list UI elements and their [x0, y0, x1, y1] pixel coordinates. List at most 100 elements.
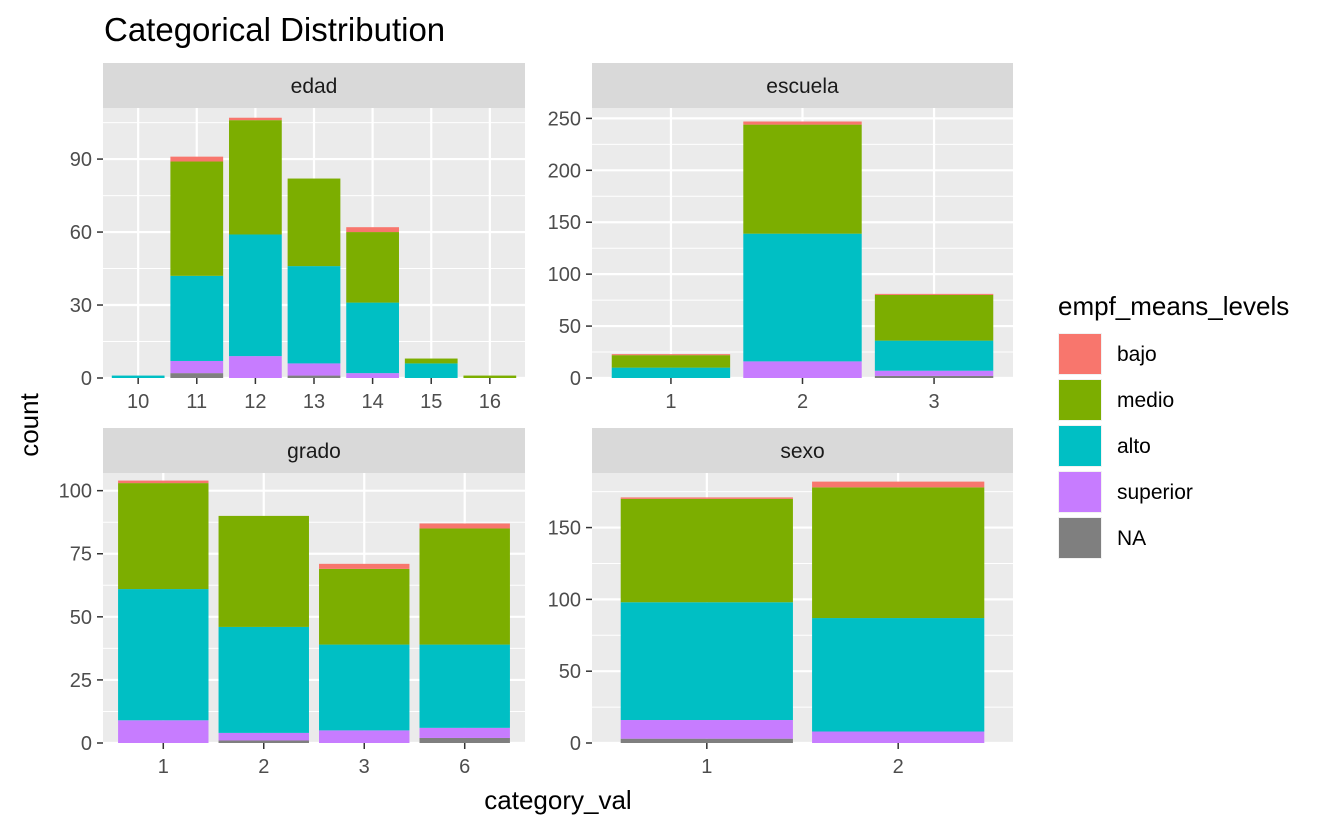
facet-label: escuela — [766, 75, 839, 98]
bar-segment-edad-11-alto — [170, 275, 224, 361]
y-tick-label: 90 — [70, 149, 92, 171]
bar-segment-sexo-2-superior — [812, 731, 985, 743]
bar-segment-escuela-2-alto — [743, 233, 862, 362]
bar-segment-sexo-1-superior — [620, 720, 793, 739]
bar-segment-edad-13-alto — [287, 266, 341, 364]
y-tick-label: 50 — [559, 316, 581, 338]
bar-segment-edad-16-medio — [463, 375, 517, 378]
x-tick-label: 6 — [459, 756, 470, 778]
facet-strip — [103, 428, 525, 473]
bar-segment-escuela-2-superior — [743, 361, 862, 378]
bar-segment-edad-11-superior — [170, 360, 224, 374]
y-tick-label: 250 — [548, 108, 581, 130]
facet-label: grado — [287, 440, 341, 463]
legend-swatch — [1059, 472, 1101, 512]
bar-segment-grado-6-medio — [419, 528, 510, 645]
legend-title: empf_means_levels — [1058, 291, 1289, 321]
bar-segment-edad-14-bajo — [346, 227, 399, 233]
x-axis-title: category_val — [484, 785, 631, 815]
bar-segment-edad-11-bajo — [170, 156, 224, 162]
y-tick-label: 200 — [548, 160, 581, 182]
bar-segment-escuela-3-na — [874, 375, 994, 378]
x-tick-label: 15 — [420, 391, 442, 413]
facet-grado: grado 0 25 50 75 100 1 2 3 6 — [59, 428, 525, 778]
legend-label: alto — [1117, 435, 1151, 458]
bar-segment-grado-2-medio — [218, 515, 309, 627]
x-tick-label: 13 — [303, 391, 325, 413]
bar-segment-edad-13-medio — [287, 178, 341, 267]
bar-segment-sexo-2-medio — [812, 487, 985, 619]
y-tick-label: 0 — [81, 733, 92, 755]
bar-segment-sexo-1-na — [620, 738, 793, 743]
x-tick-label: 3 — [929, 391, 940, 413]
bar-segment-edad-11-na — [170, 373, 224, 378]
y-tick-label: 75 — [70, 544, 92, 566]
x-tick-label: 3 — [359, 756, 370, 778]
y-tick-label: 150 — [548, 518, 581, 540]
bar-segment-grado-3-superior — [319, 730, 410, 743]
chart-title: Categorical Distribution — [104, 11, 445, 48]
x-tick-label: 2 — [893, 756, 904, 778]
y-tick-label: 50 — [70, 607, 92, 629]
bar-segment-grado-2-alto — [218, 626, 309, 733]
facet-escuela: escuela 0 50 100 150 200 250 1 2 3 — [548, 63, 1013, 413]
legend-item-bajo: bajo — [1058, 333, 1157, 375]
bar-segment-edad-12-alto — [229, 234, 282, 357]
facet-label: sexo — [780, 440, 824, 463]
x-tick-label: 2 — [258, 756, 269, 778]
bar-segment-escuela-3-alto — [874, 340, 994, 371]
legend-swatch — [1059, 518, 1101, 558]
legend-label: superior — [1117, 481, 1193, 504]
bar-segment-sexo-2-alto — [812, 618, 985, 732]
bar-segment-edad-10-alto — [111, 375, 165, 378]
legend-swatch — [1059, 380, 1101, 420]
x-tick-label: 14 — [361, 391, 383, 413]
legend-swatch — [1059, 426, 1101, 466]
bar-segment-edad-13-superior — [287, 363, 341, 376]
bar-segment-escuela-1-medio — [611, 355, 731, 368]
bar-segment-escuela-3-superior — [874, 370, 994, 376]
bar-segment-edad-12-superior — [229, 356, 282, 378]
bar-segment-sexo-1-medio — [620, 498, 793, 603]
facet-sexo: sexo 0 50 100 150 1 2 — [548, 428, 1013, 778]
bar-segment-edad-14-alto — [346, 302, 399, 374]
y-tick-label: 100 — [548, 589, 581, 611]
bar-segment-edad-13-na — [287, 375, 341, 378]
bar-segment-escuela-3-bajo — [874, 293, 994, 295]
bar-segment-sexo-2-bajo — [812, 481, 985, 488]
x-tick-label: 16 — [479, 391, 501, 413]
y-tick-label: 100 — [548, 264, 581, 286]
bar-segment-grado-2-superior — [218, 732, 309, 741]
x-tick-label: 10 — [127, 391, 149, 413]
bar-segment-edad-15-alto — [404, 363, 458, 378]
bar-segment-sexo-1-alto — [620, 602, 793, 721]
bar-segment-edad-14-medio — [346, 232, 399, 303]
y-tick-label: 0 — [570, 733, 581, 755]
x-tick-label: 1 — [665, 391, 676, 413]
legend-label: medio — [1117, 389, 1174, 412]
legend-item-medio: medio — [1058, 379, 1174, 421]
y-tick-label: 25 — [70, 670, 92, 692]
bar-segment-escuela-1-bajo — [611, 354, 731, 356]
y-tick-label: 60 — [70, 222, 92, 244]
legend-item-alto: alto — [1058, 425, 1151, 467]
facet-strip — [103, 63, 525, 108]
bar-segment-edad-12-medio — [229, 120, 282, 235]
facet-strip — [592, 63, 1013, 108]
legend-item-na: NA — [1058, 517, 1146, 559]
bar-segment-grado-3-alto — [319, 644, 410, 731]
legend-swatch — [1059, 334, 1101, 374]
bar-segment-grado-6-na — [419, 737, 510, 743]
bar-segment-edad-12-bajo — [229, 117, 282, 121]
legend-item-superior: superior — [1058, 471, 1193, 513]
bar-segment-grado-6-bajo — [419, 523, 510, 529]
y-tick-label: 150 — [548, 212, 581, 234]
bar-segment-edad-14-superior — [346, 373, 399, 378]
bar-segment-escuela-1-alto — [611, 367, 731, 378]
bar-segment-grado-3-bajo — [319, 563, 410, 569]
bar-segment-edad-15-medio — [404, 358, 458, 364]
bar-segment-escuela-2-medio — [743, 124, 862, 234]
y-axis-title: count — [14, 392, 44, 456]
bar-segment-escuela-2-bajo — [743, 121, 862, 125]
